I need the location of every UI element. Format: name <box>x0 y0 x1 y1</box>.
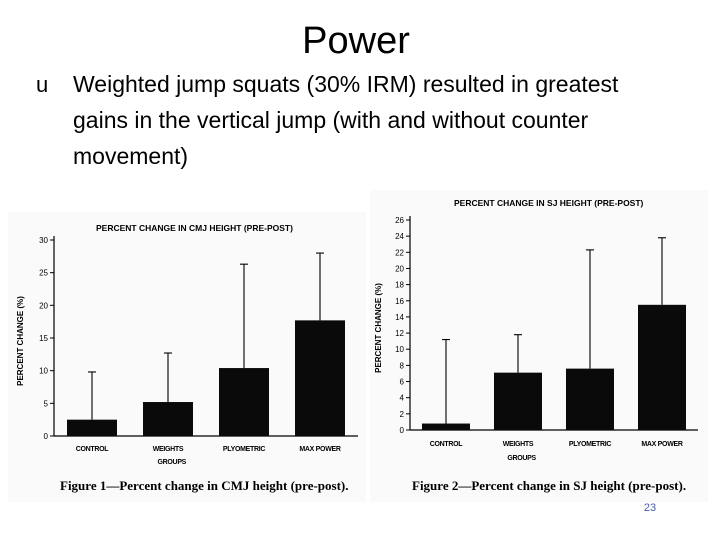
bar <box>566 368 614 430</box>
slide-title: Power <box>302 20 410 62</box>
category-label: MAX POWER <box>641 441 682 448</box>
category-label: WEIGHTS <box>153 446 184 453</box>
cmj-chart: PERCENT CHANGE IN CMJ HEIGHT (PRE-POST) 0… <box>16 223 358 493</box>
category-label: PLYOMETRIC <box>223 446 265 453</box>
y-tick-label: 14 <box>395 313 404 322</box>
y-tick-label: 0 <box>400 426 405 435</box>
y-tick-label: 25 <box>39 269 48 278</box>
y-tick-label: 10 <box>395 345 404 354</box>
bar <box>494 372 542 430</box>
chart-title: PERCENT CHANGE IN CMJ HEIGHT (PRE-POST) <box>96 223 293 233</box>
y-tick-label: 26 <box>395 216 404 225</box>
y-tick-label: 16 <box>395 297 404 306</box>
bar <box>638 304 686 430</box>
y-tick-label: 30 <box>39 236 48 245</box>
x-axis-label: GROUPS <box>507 455 536 462</box>
y-tick-label: 20 <box>395 264 404 273</box>
sj-chart-figure: PERCENT CHANGE IN SJ HEIGHT (PRE-POST) 0 2… <box>370 190 708 502</box>
y-tick-label: 18 <box>395 281 404 290</box>
bullet-marker: u <box>36 72 49 97</box>
y-tick-label: 24 <box>395 232 404 241</box>
category-label: CONTROL <box>430 441 464 448</box>
page-number: 23 <box>643 502 657 514</box>
y-tick-label: 22 <box>395 248 404 257</box>
y-tick-label: 20 <box>39 301 48 310</box>
bar <box>67 419 117 436</box>
y-tick-label: 2 <box>400 410 405 419</box>
y-axis-label: PERCENT CHANGE (%) <box>374 283 383 373</box>
y-tick-label: 8 <box>400 361 405 370</box>
category-label: WEIGHTS <box>503 441 534 448</box>
sj-chart: PERCENT CHANGE IN SJ HEIGHT (PRE-POST) 0 2… <box>374 198 698 493</box>
bar <box>143 402 193 436</box>
cmj-chart-figure: PERCENT CHANGE IN CMJ HEIGHT (PRE-POST) 0… <box>8 212 366 502</box>
category-label: PLYOMETRIC <box>569 441 611 448</box>
y-tick-label: 4 <box>400 394 405 403</box>
figure-caption: Figure 1—Percent change in CMJ height (p… <box>60 478 349 493</box>
bullet-text: Weighted jump squats (30% IRM) resulted … <box>73 71 619 169</box>
y-tick-label: 10 <box>39 367 48 376</box>
y-tick-label: 0 <box>44 432 49 441</box>
bar <box>219 368 269 436</box>
y-tick-label: 6 <box>400 378 405 387</box>
category-label: MAX POWER <box>299 446 340 453</box>
y-axis-label: PERCENT CHANGE (%) <box>16 296 25 386</box>
category-label: CONTROL <box>76 446 110 453</box>
bar <box>295 320 345 436</box>
y-tick-label: 5 <box>44 399 49 408</box>
x-axis-label: GROUPS <box>158 459 187 466</box>
figure-caption: Figure 2—Percent change in SJ height (pr… <box>412 478 686 493</box>
y-tick-label: 15 <box>39 334 48 343</box>
chart-title: PERCENT CHANGE IN SJ HEIGHT (PRE-POST) <box>454 198 644 208</box>
y-tick-label: 12 <box>395 329 404 338</box>
bar <box>422 423 470 430</box>
